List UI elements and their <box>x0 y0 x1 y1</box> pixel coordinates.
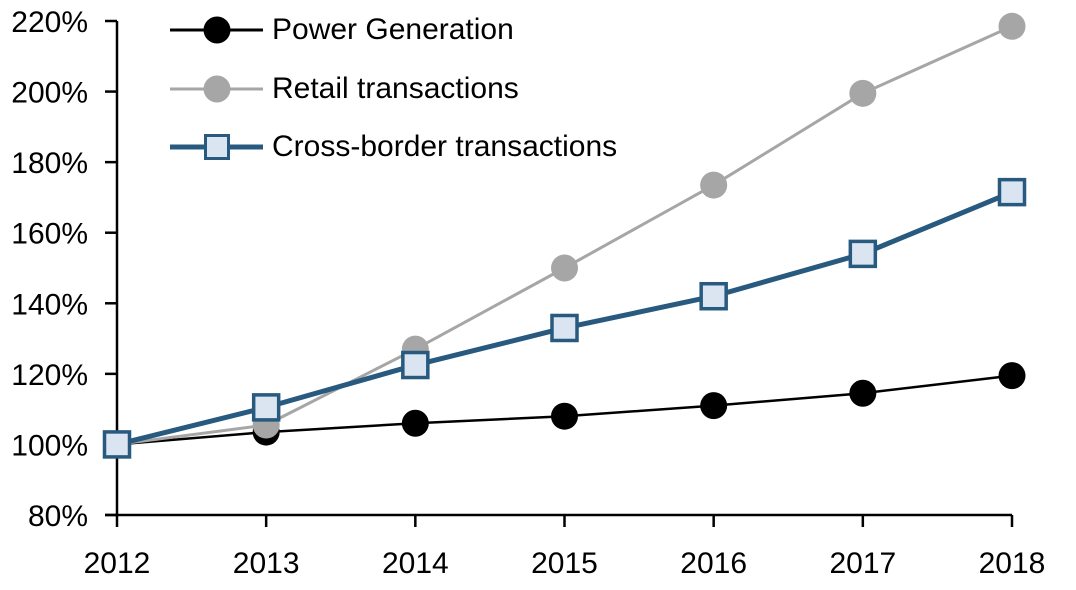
data-point-power-generation <box>849 379 877 407</box>
power-generation-marker-icon <box>170 15 263 45</box>
data-point-cross-border-transactions <box>251 393 281 422</box>
x-axis-tick-label: 2018 <box>979 547 1046 580</box>
data-point-cross-border-transactions <box>401 350 430 380</box>
x-axis-tick-label: 2017 <box>829 547 896 580</box>
legend-item-retail-transactions: Retail transactions <box>170 74 519 104</box>
legend-label-retail-transactions: Retail transactions <box>272 72 519 105</box>
y-axis-tick-label: 100% <box>11 429 88 462</box>
legend-label-power-generation: Power Generation <box>272 13 514 46</box>
y-axis-tick-label: 120% <box>11 359 88 392</box>
y-axis-tick-label: 80% <box>28 500 88 533</box>
data-point-retail-transactions <box>700 171 728 199</box>
legend-item-power-generation: Power Generation <box>170 15 514 45</box>
x-axis-tick-label: 2013 <box>233 547 300 580</box>
y-axis-tick-label: 220% <box>11 6 88 39</box>
data-point-retail-transactions <box>849 79 877 107</box>
data-point-power-generation <box>998 362 1026 390</box>
y-axis-tick-label: 180% <box>11 147 88 180</box>
data-point-cross-border-transactions <box>550 313 579 343</box>
x-axis-tick-label: 2015 <box>531 547 598 580</box>
data-point-power-generation <box>700 392 728 420</box>
data-point-cross-border-transactions <box>848 239 878 269</box>
y-axis-tick-label: 200% <box>11 77 88 110</box>
retail-transactions-marker-icon <box>170 74 263 104</box>
x-axis-tick-label: 2012 <box>84 547 151 580</box>
data-point-retail-transactions <box>551 254 578 282</box>
x-axis-tick-label: 2016 <box>680 547 747 580</box>
data-point-power-generation <box>401 409 429 437</box>
y-axis-tick-label: 160% <box>11 218 88 251</box>
legend-item-cross-border-transactions: Cross-border transactions <box>170 132 617 162</box>
y-axis-tick-label: 140% <box>11 288 88 321</box>
data-point-power-generation <box>551 402 578 430</box>
data-point-cross-border-transactions <box>699 281 728 311</box>
cross-border-transactions-marker-icon <box>170 132 263 162</box>
data-point-retail-transactions <box>998 12 1026 40</box>
legend-label-cross-border-transactions: Cross-border transactions <box>272 130 618 163</box>
x-axis-tick-label: 2014 <box>382 547 449 580</box>
data-point-cross-border-transactions <box>997 177 1027 207</box>
data-point-cross-border-transactions <box>102 430 132 459</box>
